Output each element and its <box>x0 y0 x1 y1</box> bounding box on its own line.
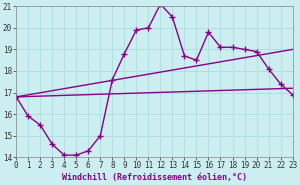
X-axis label: Windchill (Refroidissement éolien,°C): Windchill (Refroidissement éolien,°C) <box>62 173 247 182</box>
